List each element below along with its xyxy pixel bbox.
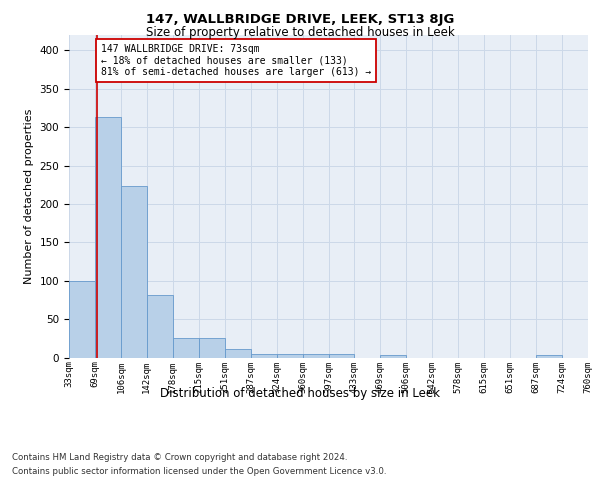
Text: Distribution of detached houses by size in Leek: Distribution of detached houses by size … [160, 388, 440, 400]
Text: Contains HM Land Registry data © Crown copyright and database right 2024.: Contains HM Land Registry data © Crown c… [12, 454, 347, 462]
Bar [173, 338, 199, 357]
Text: 147, WALLBRIDGE DRIVE, LEEK, ST13 8JG: 147, WALLBRIDGE DRIVE, LEEK, ST13 8JG [146, 12, 454, 26]
Bar [329, 354, 355, 358]
Bar [302, 354, 329, 358]
Bar [147, 294, 173, 358]
Bar [225, 349, 251, 358]
Bar [536, 355, 562, 358]
Bar [69, 280, 95, 357]
Bar [199, 338, 224, 357]
Text: 147 WALLBRIDGE DRIVE: 73sqm
← 18% of detached houses are smaller (133)
81% of se: 147 WALLBRIDGE DRIVE: 73sqm ← 18% of det… [101, 44, 371, 78]
Text: Contains public sector information licensed under the Open Government Licence v3: Contains public sector information licen… [12, 467, 386, 476]
Bar [251, 354, 277, 358]
Bar [380, 355, 406, 358]
Text: Size of property relative to detached houses in Leek: Size of property relative to detached ho… [146, 26, 454, 39]
Y-axis label: Number of detached properties: Number of detached properties [24, 108, 34, 284]
Bar [95, 117, 121, 358]
Bar [121, 186, 147, 358]
Bar [277, 354, 302, 358]
